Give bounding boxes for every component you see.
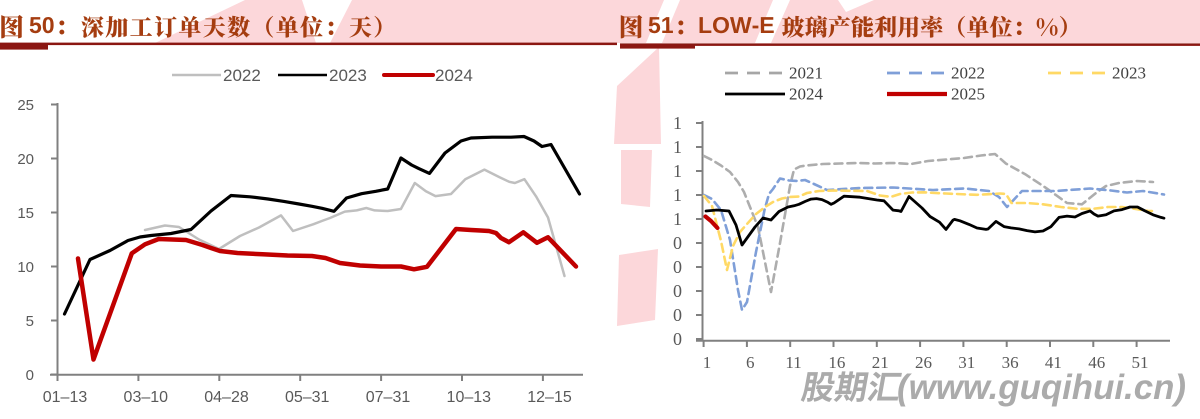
svg-text:2024: 2024	[435, 66, 473, 85]
svg-text:04–28: 04–28	[204, 389, 249, 406]
svg-text:12–15: 12–15	[527, 389, 572, 406]
svg-text:2022: 2022	[223, 66, 261, 85]
svg-text:31: 31	[958, 353, 975, 372]
svg-text:2023: 2023	[1112, 64, 1146, 83]
svg-text:51: 51	[1132, 353, 1149, 372]
svg-text:(www.guqihui.cn): (www.guqihui.cn)	[897, 368, 1186, 407]
svg-text:0: 0	[673, 257, 682, 277]
svg-text:2021: 2021	[789, 64, 823, 83]
svg-text:6: 6	[746, 353, 755, 372]
svg-text:5: 5	[26, 313, 34, 330]
svg-text:0: 0	[673, 305, 682, 325]
svg-text:0: 0	[673, 329, 682, 349]
svg-text:10: 10	[17, 259, 34, 276]
svg-text:01–13: 01–13	[43, 389, 88, 406]
svg-text:2023: 2023	[329, 66, 367, 85]
svg-text:2024: 2024	[789, 85, 824, 104]
svg-text:20: 20	[17, 151, 34, 168]
svg-text:16: 16	[828, 353, 845, 372]
svg-text:1: 1	[673, 161, 682, 181]
svg-text:1: 1	[673, 137, 682, 157]
svg-text:07–31: 07–31	[366, 389, 411, 406]
svg-text:36: 36	[1002, 353, 1019, 372]
svg-text:0: 0	[26, 367, 34, 384]
svg-text:0: 0	[673, 281, 682, 301]
svg-text:25: 25	[17, 97, 34, 114]
svg-text:26: 26	[915, 353, 932, 372]
svg-text:21: 21	[872, 353, 889, 372]
svg-text:03–10: 03–10	[124, 389, 169, 406]
svg-text:1: 1	[703, 353, 712, 372]
svg-text:11: 11	[785, 353, 801, 372]
svg-text:1: 1	[673, 209, 682, 229]
svg-text:46: 46	[1088, 353, 1105, 372]
svg-text:1: 1	[673, 185, 682, 205]
svg-text:0: 0	[673, 233, 682, 253]
svg-text:10–13: 10–13	[447, 389, 492, 406]
svg-text:1: 1	[673, 113, 682, 133]
svg-text:2025: 2025	[951, 85, 985, 104]
svg-text:41: 41	[1045, 353, 1062, 372]
svg-text:2022: 2022	[951, 64, 985, 83]
svg-text:05–31: 05–31	[285, 389, 330, 406]
svg-text:15: 15	[17, 205, 34, 222]
